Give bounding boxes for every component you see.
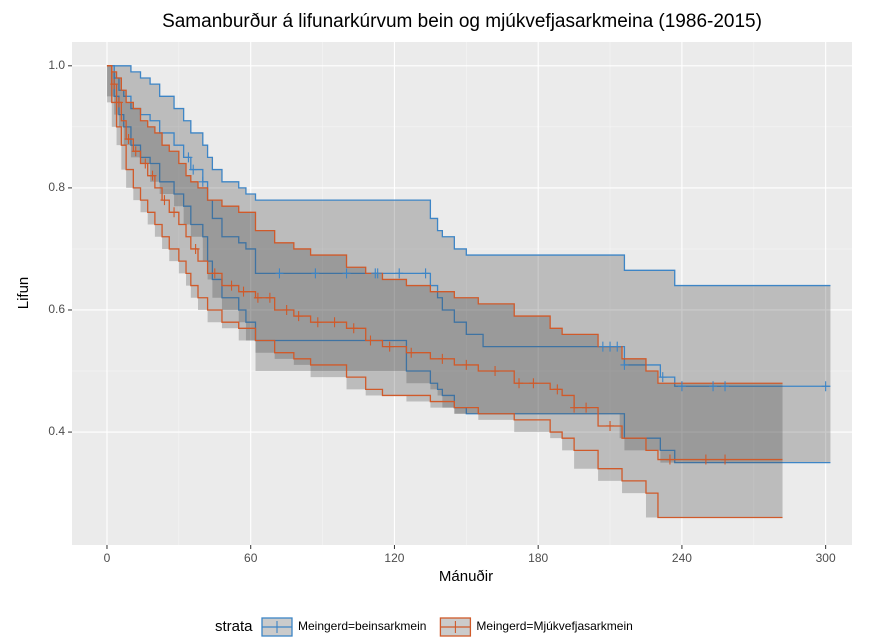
censor-mark (294, 311, 303, 322)
censor-mark (342, 268, 351, 279)
x-tick-label: 120 (384, 551, 404, 565)
x-tick-label: 0 (104, 551, 111, 565)
censor-mark (491, 366, 500, 377)
legend-title: strata (215, 618, 253, 635)
censor-mark (613, 341, 622, 352)
x-tick-label: 300 (816, 551, 836, 565)
chart-title: Samanburður á lifunarkúrvum bein og mjúk… (162, 11, 762, 32)
censor-mark (721, 454, 730, 465)
legend-label: Meingerd=beinsarkmein (298, 619, 426, 633)
censor-mark (677, 381, 686, 392)
censor-mark (529, 378, 538, 389)
y-axis-title: Lifun (15, 277, 32, 310)
censor-mark (114, 97, 123, 108)
censor-mark (349, 323, 358, 334)
censor-mark (160, 195, 169, 206)
censor-mark (515, 378, 524, 389)
lower-bound (106, 65, 783, 519)
censor-mark (421, 268, 430, 279)
censor-mark (198, 176, 207, 187)
censor-mark (227, 280, 236, 291)
censor-mark (265, 292, 274, 303)
censor-mark (709, 381, 718, 392)
censor-mark (282, 304, 291, 315)
censor-mark (701, 454, 710, 465)
confidence-band (106, 65, 831, 463)
censor-mark (438, 353, 447, 364)
censor-mark (170, 207, 179, 218)
y-tick-label: 1.0 (48, 58, 65, 72)
censor-mark (407, 347, 416, 358)
censor-mark (330, 317, 339, 328)
censor-mark (184, 152, 193, 163)
censor-mark (598, 341, 607, 352)
y-tick-label: 0.4 (48, 424, 65, 438)
censor-mark (313, 317, 322, 328)
upper-bound (106, 65, 783, 384)
censor-mark (658, 372, 667, 383)
censor-mark (141, 158, 150, 169)
censor-mark (148, 170, 157, 181)
legend-label: Meingerd=Mjúkvefjasarkmein (476, 619, 632, 633)
upper-bound (106, 65, 831, 287)
censor-mark (311, 268, 320, 279)
censor-mark (210, 268, 219, 279)
censor-mark (366, 335, 375, 346)
censor-mark (191, 243, 200, 254)
censor-mark (606, 341, 615, 352)
censor-mark (131, 146, 140, 157)
x-tick-label: 60 (244, 551, 258, 565)
censor-mark (821, 381, 830, 392)
lower-bound (106, 65, 831, 464)
y-tick-label: 0.8 (48, 180, 65, 194)
censor-mark (582, 402, 591, 413)
x-axis-title: Mánuðir (439, 568, 493, 585)
censor-mark (570, 402, 579, 413)
censor-mark (239, 286, 248, 297)
censor-mark (620, 359, 629, 370)
censor-mark (189, 164, 198, 175)
censor-mark (665, 454, 674, 465)
x-tick-label: 180 (528, 551, 548, 565)
censor-mark (721, 381, 730, 392)
censor-mark (275, 268, 284, 279)
censor-mark (385, 341, 394, 352)
censor-mark (462, 359, 471, 370)
plot-panel (72, 42, 852, 545)
censor-mark (124, 134, 133, 145)
censor-mark (395, 268, 404, 279)
censor-mark (606, 420, 615, 431)
censor-mark (373, 268, 382, 279)
censor-mark (110, 79, 119, 90)
censor-mark (253, 292, 262, 303)
x-tick-label: 240 (672, 551, 692, 565)
censor-mark (553, 384, 562, 395)
y-tick-label: 0.6 (48, 302, 65, 316)
